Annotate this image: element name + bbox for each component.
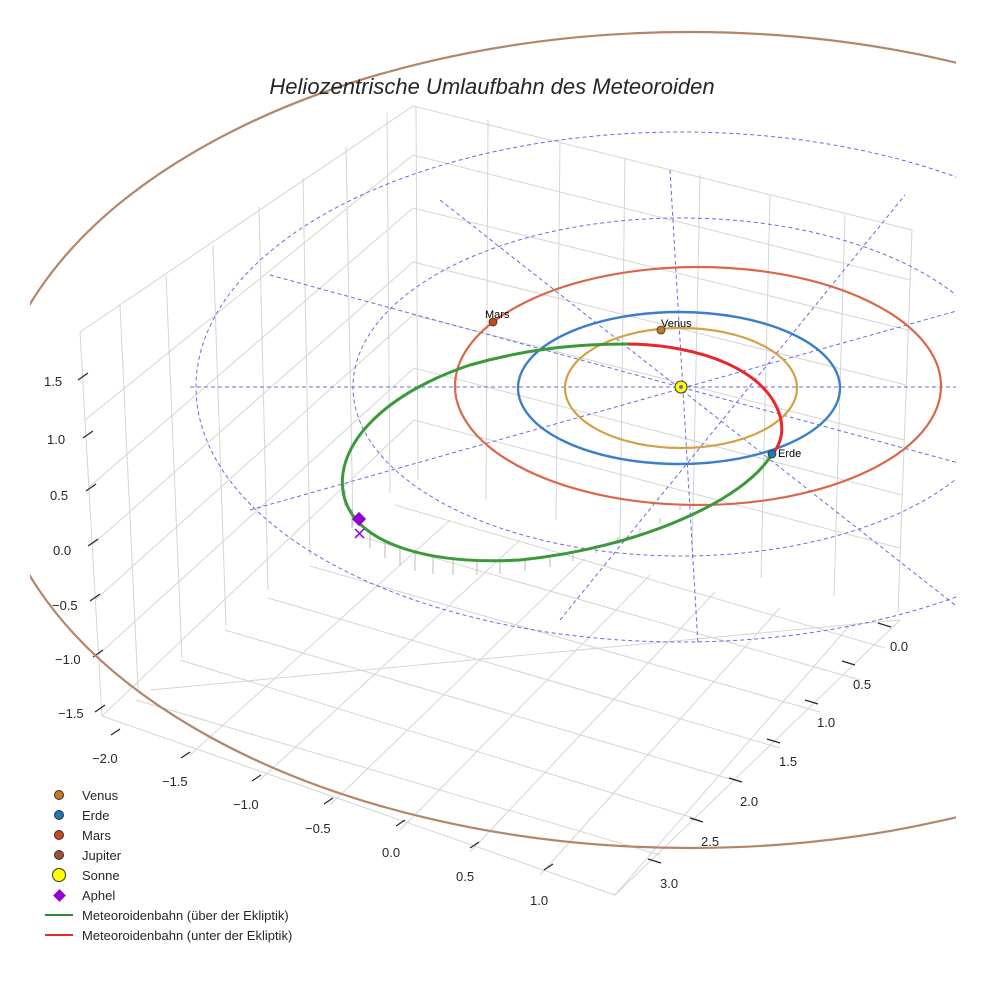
venus-orbit: [563, 326, 799, 450]
y-tick: 2.5: [701, 834, 720, 849]
jupiter-dot-icon: [54, 850, 64, 860]
aphel-marker[interactable]: [351, 511, 367, 527]
mars-marker[interactable]: [488, 317, 498, 327]
meteoroid-path-below: [627, 342, 784, 456]
sun-dot-icon: [52, 868, 66, 882]
chart-title: Heliozentrische Umlaufbahn des Meteoroid…: [269, 74, 715, 99]
x-tick: −2.0: [92, 751, 118, 766]
diamond-icon: [52, 888, 66, 902]
red-line-icon: [45, 934, 73, 936]
legend-item-erde[interactable]: Erde: [36, 805, 292, 825]
y-tick: 1.5: [779, 754, 798, 769]
label-venus: Venus: [661, 318, 692, 330]
x-tick: 0.5: [456, 869, 475, 884]
z-tick: 1.5: [44, 374, 63, 389]
jupiter-orbit: [30, 31, 956, 849]
axis-tick-marks: [77, 372, 892, 871]
erde-dot-icon: [54, 810, 64, 820]
sun-core-icon: [679, 385, 683, 389]
aphel-projection-icon: [354, 528, 365, 539]
legend-item-venus[interactable]: Venus: [36, 785, 292, 805]
z-tick: −1.0: [55, 652, 81, 667]
mars-orbit: [453, 265, 943, 507]
x-tick: −1.5: [162, 774, 188, 789]
z-tick: −1.5: [58, 706, 84, 721]
x-tick: 1.0: [530, 893, 549, 908]
legend-item-aphel[interactable]: Aphel: [36, 885, 292, 905]
mars-dot-icon: [54, 830, 64, 840]
axes-grid: [79, 105, 913, 896]
z-tick: 0.0: [53, 543, 72, 558]
legend-item-mars[interactable]: Mars: [36, 825, 292, 845]
legend-item-path-below[interactable]: Meteoroidenbahn (unter der Ekliptik): [36, 925, 292, 945]
meteoroid-path-above: [340, 342, 774, 563]
x-tick: 0.0: [382, 845, 401, 860]
x-tick: −1.0: [233, 797, 259, 812]
ecliptic-grid: [190, 131, 956, 646]
earth-marker[interactable]: [767, 449, 777, 459]
green-line-icon: [45, 914, 73, 916]
z-tick: 1.0: [47, 432, 66, 447]
z-tick: −0.5: [52, 598, 78, 613]
legend-item-sonne[interactable]: Sonne: [36, 865, 292, 885]
label-erde: Erde: [778, 448, 802, 460]
y-tick: 0.0: [890, 639, 909, 654]
legend-item-path-above[interactable]: Meteoroidenbahn (über der Ekliptik): [36, 905, 292, 925]
z-tick: 0.5: [50, 488, 69, 503]
y-tick: 1.0: [817, 715, 836, 730]
label-mars: Mars: [485, 309, 510, 321]
y-tick: 0.5: [853, 677, 872, 692]
earth-orbit: [516, 310, 842, 466]
venus-dot-icon: [54, 790, 64, 800]
legend-item-jupiter[interactable]: Jupiter: [36, 845, 292, 865]
y-tick: 3.0: [660, 876, 679, 891]
venus-marker[interactable]: [656, 325, 666, 335]
y-tick: 2.0: [740, 794, 759, 809]
x-tick: −0.5: [305, 821, 331, 836]
legend: Venus Erde Mars Jupiter Sonne Aphel Mete…: [36, 785, 292, 945]
